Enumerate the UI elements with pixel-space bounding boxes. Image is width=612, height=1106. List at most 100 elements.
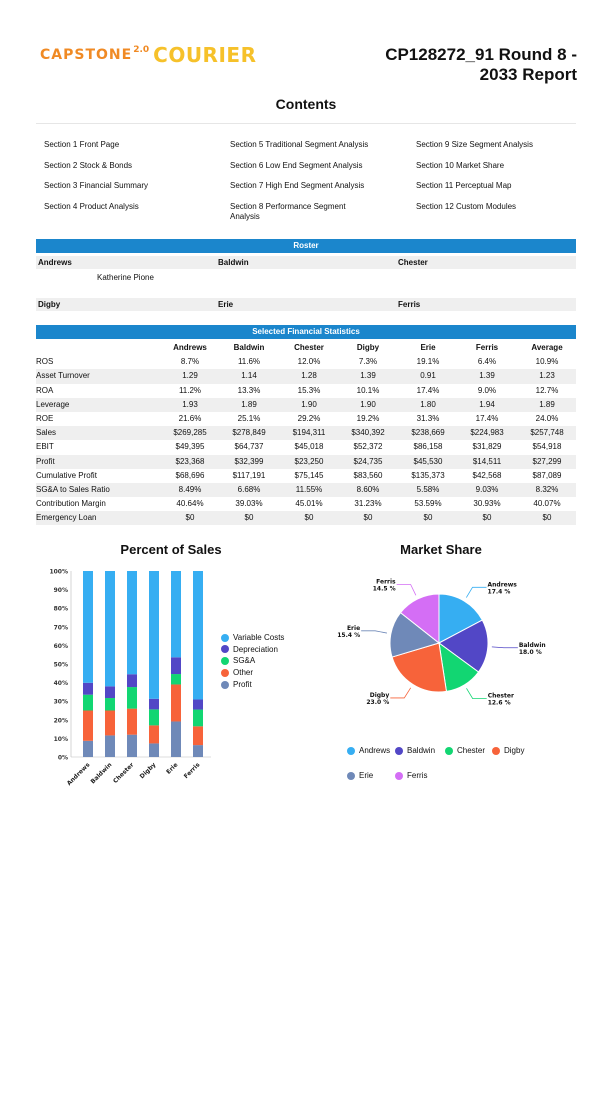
stats-row: Leverage 1.93 1.89 1.90 1.90 1.80 1.94 1.89	[36, 397, 576, 412]
toc-link[interactable]: Section 7 High End Segment Analysis	[230, 181, 365, 190]
stats-cell: 1.23	[539, 371, 555, 381]
stats-cell: $194,311	[292, 428, 326, 438]
stats-cell: 17.4%	[475, 413, 499, 423]
logo-courier-text: COURIER	[153, 43, 257, 67]
toc-link[interactable]: Section 3 Financial Summary	[44, 181, 149, 190]
stats-cell: 40.64%	[176, 499, 204, 509]
stats-row: Cumulative Profit $68,696 $117,191 $75,145 $…	[36, 469, 576, 483]
pie-label-value: 14.5 %	[373, 586, 396, 593]
stats-cell: 6.68%	[237, 484, 261, 494]
stats-cell: 17.4%	[416, 385, 440, 395]
stats-cell: 29.2%	[297, 413, 321, 423]
legend-swatch	[347, 771, 355, 780]
stats-cell: $45,018	[294, 442, 324, 452]
pie-slice-digby	[391, 642, 448, 693]
stats-row-label: Asset Turnover	[36, 371, 90, 381]
toc-link[interactable]: Section 5 Traditional Segment Analysis	[230, 140, 369, 149]
bar-segment-profit	[127, 734, 137, 757]
logo-capstone-text: CAPSTONE	[40, 47, 133, 63]
toc-link[interactable]: Section 4 Product Analysis	[44, 202, 139, 211]
stats-cell: 31.23%	[354, 499, 382, 509]
toc-link[interactable]: Section 11 Perceptual Map	[416, 181, 512, 190]
team-name: Chester	[398, 258, 428, 267]
stats-cell: 1.90	[301, 399, 317, 409]
stats-cell: Ferris	[475, 343, 499, 352]
pie-label-value: 17.4 %	[488, 588, 511, 595]
stats-cell: Average	[531, 343, 563, 352]
stats-cell: 9.0%	[477, 385, 497, 395]
contents-title: Contents	[275, 96, 337, 112]
stats-row-label: Profit	[36, 456, 55, 466]
legend-item: Depreciation	[221, 644, 278, 656]
pie-label-value: 23.0 %	[366, 699, 389, 706]
y-tick-label: 20%	[54, 717, 68, 724]
toc-link[interactable]: Section 10 Market Share	[416, 161, 505, 170]
y-tick-label: 60%	[54, 643, 68, 650]
stats-row-label: ROS	[36, 357, 54, 367]
x-tick-label: Digby	[139, 761, 158, 780]
bar-segment-profit	[149, 743, 159, 757]
stats-cell: 25.1%	[237, 413, 261, 423]
bar-segment-depreciation	[193, 699, 203, 710]
legend-item: Chester	[445, 745, 485, 757]
stats-cell: 8.32%	[535, 484, 559, 494]
stats-row: EBIT $49,395 $64,737 $45,018 $52,372 $86,158 $…	[36, 440, 576, 454]
stats-cell: 1.29	[182, 371, 198, 381]
stats-cell: 53.59%	[414, 499, 442, 509]
toc-link[interactable]: Section 12 Custom Modules	[416, 202, 517, 211]
toc-link[interactable]: Section 8 Performance Segment Analysis	[230, 202, 346, 221]
team-name: Erie	[218, 300, 234, 309]
legend-label: Chester	[457, 746, 486, 755]
bar-segment-sg-a	[171, 674, 181, 685]
y-tick-label: 30%	[54, 699, 68, 706]
legend-swatch	[221, 680, 229, 689]
stats-cell: Andrews	[173, 343, 207, 352]
stats-cell: $24,735	[353, 456, 383, 466]
stats-cell: 30.93%	[473, 499, 501, 509]
legend-label: Andrews	[359, 746, 391, 755]
stats-cell: $0	[482, 513, 492, 523]
stats-cell: $42,568	[472, 470, 502, 480]
stats-row-label: Contribution Margin	[36, 499, 106, 509]
pie-leader-line	[466, 688, 487, 699]
roster-row: Digby Erie Ferris	[36, 298, 576, 311]
stats-cell: 1.80	[420, 399, 436, 409]
stats-cell: $135,373	[411, 470, 445, 480]
stats-cell: $86,158	[413, 442, 443, 452]
report-title: CP128272_91 Round 8 - 2033 Report	[385, 45, 577, 84]
toc-link[interactable]: Section 2 Stock & Bonds	[44, 161, 133, 170]
toc-link[interactable]: Section 6 Low End Segment Analysis	[230, 161, 363, 170]
pie-slice-erie	[389, 611, 441, 658]
stats-cell: $32,399	[234, 456, 264, 466]
stats-cell: 1.94	[479, 399, 495, 409]
stats-cell: $54,918	[532, 442, 562, 452]
bar-segment-other	[83, 710, 93, 741]
legend-label: SG&A	[233, 656, 256, 666]
stats-cell: $0	[542, 513, 552, 523]
bar-segment-profit	[105, 735, 115, 757]
stats-cell: $68,696	[175, 470, 205, 480]
toc-link[interactable]: Section 1 Front Page	[44, 140, 120, 149]
stats-cell: 8.49%	[178, 484, 202, 494]
legend-item: Baldwin	[395, 745, 435, 757]
stats-cell: 8.7%	[180, 357, 200, 367]
stats-cell: $257,748	[530, 428, 564, 438]
stats-cell: 1.89	[539, 399, 555, 409]
legend-swatch	[445, 746, 453, 755]
percent-of-sales-title: Percent of Sales	[120, 542, 222, 557]
pie-label-value: 12.6 %	[488, 700, 511, 707]
stats-cell: 19.1%	[416, 357, 440, 367]
legend-swatch	[492, 746, 500, 755]
toc-link[interactable]: Section 9 Size Segment Analysis	[416, 140, 533, 149]
legend-swatch	[221, 633, 229, 642]
y-tick-label: 70%	[54, 624, 68, 631]
stats-cell: $278,849	[232, 428, 266, 438]
pie-label-name: Erie	[347, 625, 360, 632]
stats-cell: Baldwin	[233, 343, 265, 352]
bar-segment-variable-costs	[83, 571, 93, 683]
stats-cell: 11.55%	[295, 484, 323, 494]
stats-cell: 6.4%	[477, 357, 497, 367]
stats-cell: 12.0%	[297, 357, 321, 367]
stats-cell: $87,089	[532, 470, 562, 480]
contents-divider	[36, 123, 576, 124]
